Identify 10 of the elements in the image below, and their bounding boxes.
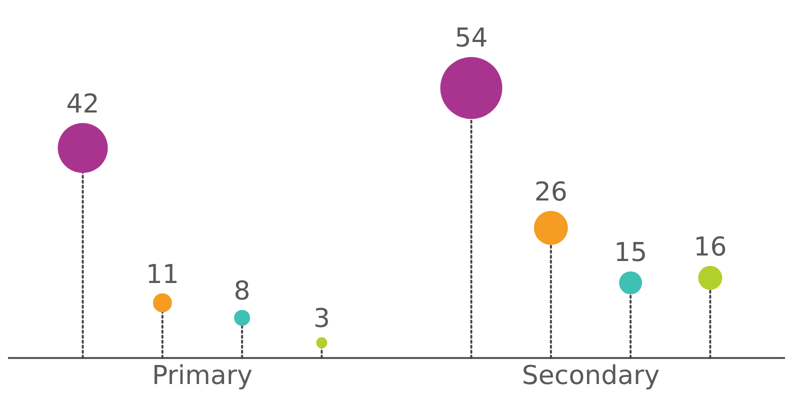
data-label: 54 bbox=[454, 24, 488, 54]
data-label: 15 bbox=[614, 238, 648, 268]
x-tick-label: Primary bbox=[152, 361, 252, 392]
x-tick-label: Secondary bbox=[522, 361, 660, 392]
data-label: 3 bbox=[313, 304, 330, 334]
data-label: 8 bbox=[234, 276, 250, 307]
data-label: 26 bbox=[534, 178, 568, 208]
data-label: 42 bbox=[66, 90, 100, 120]
data-label: 16 bbox=[694, 232, 727, 263]
data-label: 11 bbox=[146, 260, 179, 290]
